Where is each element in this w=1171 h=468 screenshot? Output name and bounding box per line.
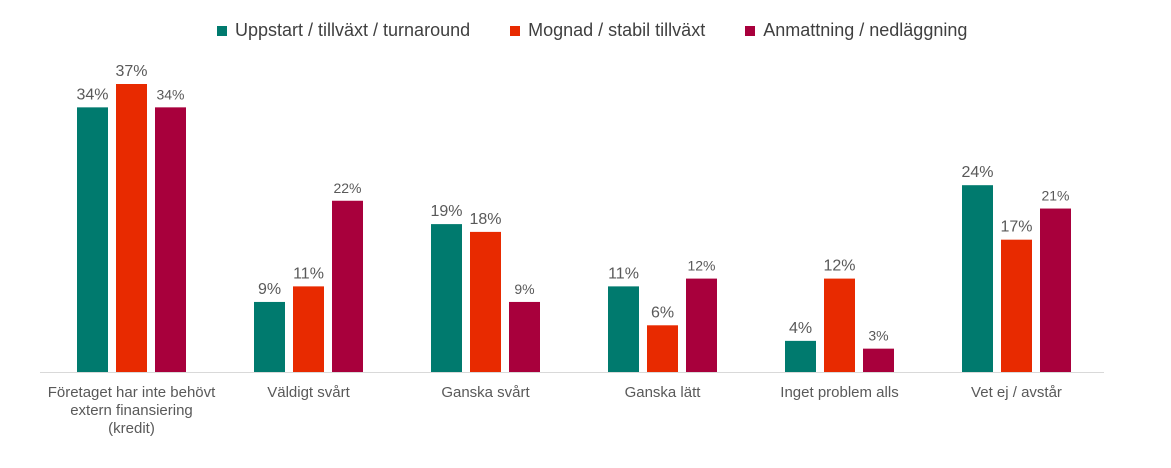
bar-1-4 bbox=[608, 286, 639, 372]
bar-2-3 bbox=[470, 231, 501, 372]
bar-3-3 bbox=[509, 301, 540, 372]
category-label-line: Ganska lätt bbox=[625, 384, 702, 401]
bar-3-4 bbox=[686, 278, 717, 372]
data-label-1-3: 19% bbox=[430, 203, 462, 220]
legend-item-anmattning: Anmattning / nedläggning bbox=[745, 20, 967, 41]
bar-1-6 bbox=[962, 185, 993, 372]
data-label-2-3: 18% bbox=[469, 211, 501, 228]
legend-swatch-anmattning bbox=[745, 25, 756, 36]
category-label-line: Ganska svårt bbox=[441, 384, 530, 401]
legend: Uppstart / tillväxt / turnaround Mognad … bbox=[217, 20, 967, 41]
data-label-3-5: 3% bbox=[868, 328, 888, 344]
bar-1-3 bbox=[431, 224, 462, 372]
bar-3-5 bbox=[863, 348, 894, 372]
data-label-2-5: 12% bbox=[823, 258, 855, 275]
category-label-line: Väldigt svårt bbox=[267, 384, 350, 401]
category-label-6: Vet ej / avstår bbox=[971, 384, 1062, 401]
bar-2-5 bbox=[824, 278, 855, 372]
bar-1-1 bbox=[77, 107, 108, 372]
legend-label-uppstart: Uppstart / tillväxt / turnaround bbox=[235, 20, 471, 40]
bar-3-2 bbox=[332, 200, 363, 372]
legend-swatch-uppstart bbox=[217, 25, 227, 36]
category-label-line: (kredit) bbox=[108, 420, 155, 437]
data-label-1-1: 34% bbox=[76, 86, 108, 103]
data-label-1-2: 9% bbox=[258, 281, 281, 298]
bar-3-1 bbox=[155, 107, 186, 372]
category-label-line: extern finansiering bbox=[70, 402, 193, 419]
data-label-2-6: 17% bbox=[1000, 219, 1032, 236]
data-label-3-2: 22% bbox=[333, 180, 361, 196]
bar-3-6 bbox=[1040, 208, 1071, 372]
category-label-4: Ganska lätt bbox=[625, 384, 702, 401]
category-label-line: Inget problem alls bbox=[780, 384, 898, 401]
data-label-2-1: 37% bbox=[115, 63, 147, 80]
bar-2-4 bbox=[647, 325, 678, 372]
data-label-3-6: 21% bbox=[1041, 188, 1069, 204]
data-label-2-4: 6% bbox=[651, 304, 674, 321]
category-label-1: Företaget har inte behövt extern finansie… bbox=[48, 384, 216, 437]
bar-2-1 bbox=[116, 84, 147, 372]
category-label-2: Väldigt svårt bbox=[267, 384, 350, 401]
category-label-3: Ganska svårt bbox=[441, 384, 530, 401]
legend-item-mognad: Mognad / stabil tillväxt bbox=[510, 20, 705, 41]
legend-label-anmattning: Anmattning / nedläggning bbox=[763, 20, 968, 40]
data-label-1-6: 24% bbox=[961, 164, 993, 181]
bar-1-2 bbox=[254, 301, 285, 372]
category-label-line: Företaget har inte behövt bbox=[48, 384, 216, 401]
data-label-3-1: 34% bbox=[156, 86, 184, 102]
data-label-1-4: 11% bbox=[608, 265, 639, 282]
data-label-3-3: 9% bbox=[514, 281, 534, 297]
legend-swatch-mognad bbox=[510, 25, 521, 36]
category-label-5: Inget problem alls bbox=[780, 384, 898, 401]
legend-item-uppstart: Uppstart / tillväxt / turnaround bbox=[217, 20, 470, 41]
data-label-2-2: 11% bbox=[293, 265, 324, 282]
data-label-1-5: 4% bbox=[789, 320, 812, 337]
bar-2-2 bbox=[293, 286, 324, 372]
bar-1-5 bbox=[785, 340, 816, 372]
legend-label-mognad: Mognad / stabil tillväxt bbox=[528, 20, 706, 40]
category-label-line: Vet ej / avstår bbox=[971, 384, 1062, 401]
data-label-3-4: 12% bbox=[687, 258, 715, 274]
bar-2-6 bbox=[1001, 239, 1032, 372]
